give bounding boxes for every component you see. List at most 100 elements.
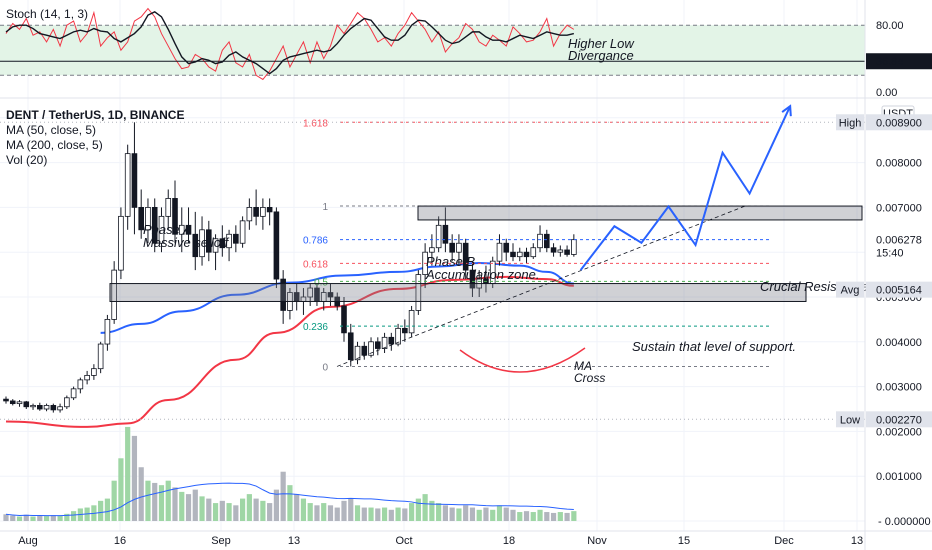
annotation-phase-b: Phase B — [426, 254, 475, 269]
x-tick-label: Nov — [587, 535, 607, 547]
volume-bar — [294, 494, 300, 521]
volume-bar — [537, 509, 543, 521]
candle-body — [239, 220, 246, 244]
volume-bar — [517, 512, 523, 521]
volume-bar — [30, 516, 36, 521]
ma-cross-arc — [459, 347, 586, 373]
volume-bar — [530, 512, 536, 521]
candle-body — [503, 242, 510, 253]
volume-bar — [415, 498, 421, 521]
ma200-legend: MA (200, close, 5) — [6, 138, 103, 152]
y-tick-label: 0.003000 — [876, 382, 922, 394]
stoch-legend[interactable]: Stoch (14, 1, 3) — [6, 7, 88, 22]
low-price-box — [866, 411, 932, 428]
fib-label: 0.786 — [303, 236, 328, 247]
stoch-annotation: Higher Low — [568, 36, 635, 51]
candle-body — [145, 206, 151, 231]
stoch-tick-label: 80.00 — [876, 20, 904, 32]
candle-body — [469, 269, 476, 289]
avg-price-value: 0.005164 — [876, 285, 922, 297]
x-tick-label: 18 — [503, 535, 515, 547]
candle-body — [327, 292, 334, 298]
volume-bar — [152, 482, 158, 521]
volume-bar — [523, 511, 530, 521]
candle-body — [523, 251, 530, 258]
volume-bar — [571, 511, 577, 521]
candle-body — [388, 336, 395, 345]
candle-body — [50, 405, 57, 411]
stoch-band — [0, 25, 865, 76]
trendline — [336, 205, 746, 367]
stoch-tick-label: 0.00 — [876, 87, 897, 99]
candle-body — [199, 229, 205, 258]
avg-price-tag-text: Avg — [841, 285, 860, 297]
x-tick-label: 13 — [851, 535, 863, 547]
volume-bar — [98, 500, 104, 521]
candle-body — [435, 224, 442, 249]
volume-bar — [10, 515, 16, 521]
y-tick-label: 0.007000 — [876, 202, 922, 214]
candle-body — [347, 332, 354, 361]
x-tick-label: 13 — [288, 535, 300, 547]
volume-bar — [395, 507, 401, 521]
ma50-legend: MA (50, close, 5) — [6, 123, 97, 137]
annotation-ma: MA — [574, 359, 592, 373]
volume-bar — [463, 505, 469, 521]
x-tick-label: 15 — [678, 535, 690, 547]
volume-pane — [3, 426, 577, 521]
candle-body — [530, 247, 537, 258]
volume-bar — [165, 480, 171, 521]
volume-bar — [179, 491, 185, 521]
volume-bar — [253, 498, 259, 521]
fib-label: 0.236 — [303, 322, 328, 333]
last-price-countdown: 15:40 — [876, 248, 904, 260]
volume-bar — [138, 467, 144, 521]
drawings: 1.618 1 0.786 0.618 0.5 0.236 0 Phase AMassive … — [0, 104, 868, 420]
annotation-phase-a-sub: Massive selloff — [143, 235, 230, 250]
x-tick-label: Oct — [395, 535, 412, 547]
avg-price-tag — [836, 281, 864, 298]
volume-bar — [354, 505, 361, 521]
y-tick-label: 0.002000 — [876, 426, 922, 438]
volume-bar — [158, 485, 165, 521]
volume-bar — [104, 498, 110, 521]
volume-bar — [429, 500, 435, 521]
last-price-value: 0.006278 — [876, 235, 922, 247]
volume-bar — [388, 509, 394, 521]
annotation-cross: Cross — [574, 371, 605, 385]
volume-bar — [71, 511, 77, 521]
candle-body — [550, 247, 557, 253]
candle-body — [30, 405, 36, 408]
volume-bar — [381, 507, 388, 521]
candle-body — [456, 242, 462, 253]
candle-body — [9, 400, 16, 405]
volume-bar — [64, 513, 70, 521]
high-price-box — [866, 114, 932, 131]
stoch-last-value: 36.84 — [876, 56, 904, 68]
chart-legend[interactable]: DENT / TetherUS, 1D, BINANCE MA (50, clo… — [6, 108, 184, 168]
fib-label: 0.5 — [314, 277, 328, 288]
volume-bar — [37, 515, 43, 521]
candle-body — [172, 198, 178, 235]
candle-body — [449, 242, 455, 253]
ma200-line — [5, 275, 574, 428]
candle-body — [557, 249, 564, 253]
volume-bar — [185, 494, 192, 521]
volume-bar — [260, 500, 266, 521]
candle-body — [165, 198, 172, 217]
candle-body — [361, 345, 368, 356]
candle-body — [510, 251, 516, 258]
last-price-box — [866, 231, 932, 260]
candle-body — [124, 153, 131, 217]
volume-bar — [212, 503, 219, 521]
volume-bar — [307, 503, 313, 521]
volume-bar — [341, 500, 347, 521]
candle-body — [3, 398, 9, 402]
stoch-series-line — [5, 11, 575, 75]
volume-bar — [550, 512, 557, 521]
high-price-value: 0.008900 — [876, 117, 922, 129]
volume-bar — [327, 505, 334, 521]
volume-bar — [131, 435, 138, 521]
candle-body — [185, 224, 192, 235]
annotation-phase-a: Phase A — [143, 222, 192, 237]
